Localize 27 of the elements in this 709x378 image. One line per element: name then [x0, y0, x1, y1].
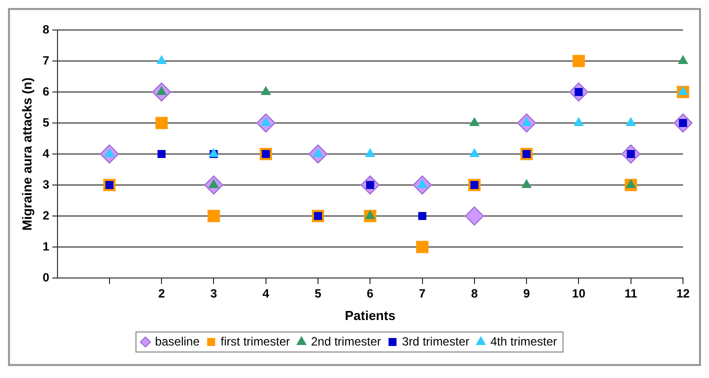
y-tick-label: 5 — [42, 115, 50, 130]
y-tick-label: 7 — [42, 53, 50, 68]
x-tick-label: 5 — [314, 286, 322, 301]
x-axis-title: Patients — [344, 308, 396, 323]
y-tick-label: 4 — [42, 146, 50, 160]
x-tick-label: 10 — [572, 286, 586, 301]
y-tick-label: 2 — [42, 208, 50, 222]
legend-label: baseline — [154, 334, 200, 348]
legend-label: first trimester — [220, 334, 290, 348]
x-tick-label: 4 — [262, 286, 270, 301]
x-tick-label: 11 — [624, 286, 638, 301]
y-tick-label: 3 — [42, 177, 50, 192]
x-tick-label: 9 — [523, 286, 530, 301]
x-tick-label: 2 — [158, 286, 166, 301]
x-tick-label: 12 — [676, 286, 690, 301]
legend-label: 3rd trimester — [402, 334, 470, 348]
y-tick-label: 1 — [42, 239, 50, 254]
x-tick-label: 6 — [366, 286, 374, 301]
legend-label: 2nd trimester — [310, 334, 382, 348]
y-tick-label: 0 — [42, 270, 50, 284]
legend-label: 4th trimester — [490, 334, 558, 348]
y-tick-label: 6 — [42, 84, 50, 98]
x-tick-label: 3 — [210, 286, 218, 301]
x-tick-label: 7 — [418, 286, 426, 301]
y-axis-title: Migraine aura attacks (n) — [19, 77, 34, 231]
x-tick-label: 8 — [471, 286, 478, 301]
y-tick-label: 8 — [42, 22, 50, 36]
